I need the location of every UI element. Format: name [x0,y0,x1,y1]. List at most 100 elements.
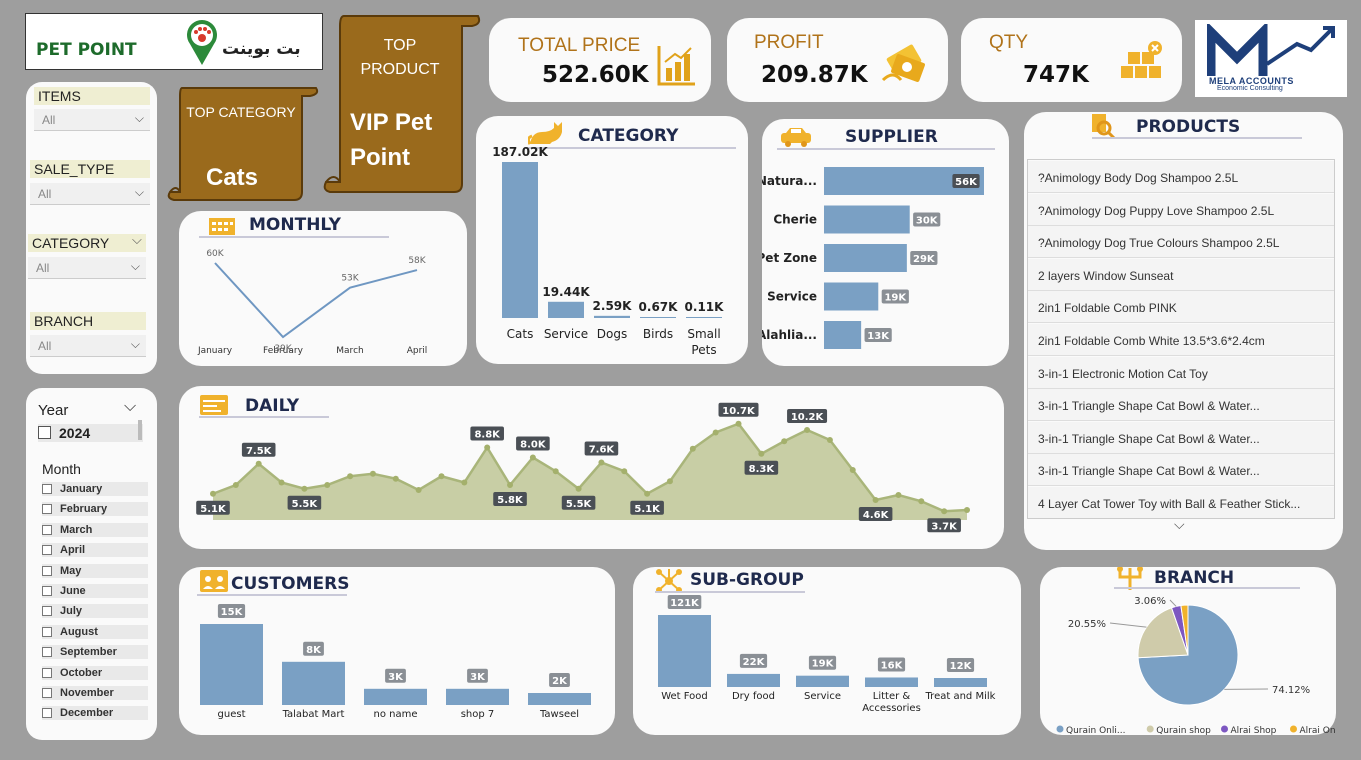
checkbox[interactable] [42,524,52,535]
month-option-label: September [60,646,117,659]
month-option[interactable]: July [42,604,148,619]
product-list-item[interactable]: 2in1 Foldable Comb PINK [1028,291,1334,324]
sale-type-slicer-label: SALE_TYPE [30,160,150,178]
month-option[interactable]: August [42,624,148,639]
product-list-item[interactable]: ?Animology Body Dog Shampoo 2.5L [1028,161,1334,193]
data-label: 39K [274,344,292,354]
checkbox[interactable] [42,667,52,678]
month-option[interactable]: March [42,522,148,537]
branch-dropdown[interactable]: All ⌵ [30,335,146,357]
bar [282,661,345,705]
checkbox[interactable] [42,565,52,576]
checkbox[interactable] [42,504,52,515]
data-label: 19K [884,293,907,304]
year-label: Year [38,402,69,419]
month-option[interactable]: May [42,563,148,578]
category-slicer-label: CATEGORY [28,234,146,252]
checkbox[interactable] [42,708,52,719]
month-option[interactable]: June [42,584,148,598]
month-option[interactable]: February [42,502,148,517]
sale-type-dropdown[interactable]: All ⌵ [30,183,150,205]
bar [364,688,427,705]
month-option[interactable]: December [42,706,148,721]
month-option[interactable]: April [42,543,148,558]
checkbox[interactable] [42,688,52,698]
checkbox[interactable] [38,426,51,439]
month-option[interactable]: September [42,645,148,660]
title-underline [655,591,805,593]
items-dropdown[interactable]: All ⌵ [34,109,150,131]
data-point [918,498,925,505]
bar [824,321,862,349]
data-point [941,508,948,515]
x-tick-label: Litter & [873,691,911,702]
data-point [461,479,468,486]
month-option[interactable]: January [42,482,148,496]
product-list-item[interactable]: 2in1 Foldable Comb White 13.5*3.6*2.4cm [1028,324,1334,356]
product-list-item[interactable]: 2 layers Window Sunseat [1028,258,1334,291]
data-point [826,437,833,443]
checkbox[interactable] [42,647,52,658]
category-dropdown[interactable]: All ⌵ [28,257,146,279]
x-tick-label: Pets [691,343,716,357]
data-point [210,490,216,497]
y-tick-label: Service [767,290,817,304]
top-product-card: TOP PRODUCT VIP Pet Point [322,12,482,197]
data-label: 8K [306,645,322,656]
title-underline [199,416,329,418]
bar [686,317,722,318]
product-list-item[interactable]: 3-in-1 Triangle Shape Cat Bowl & Water..… [1028,454,1334,487]
scrollbar[interactable] [138,420,142,440]
data-label: 19K [812,659,835,670]
checkbox[interactable] [42,586,52,596]
products-title: PRODUCTS [1136,117,1241,137]
daily-area [213,423,967,520]
data-label: 3.06% [1134,596,1166,607]
brand-logo: MELA ACCOUNTS Economic Consulting [1195,20,1347,97]
data-label-bg [667,595,702,609]
data-point [232,482,239,488]
chevron-down-icon[interactable]: ⌵ [124,398,137,415]
kpi-value: 747K [1023,62,1089,88]
month-option[interactable]: October [42,665,148,680]
monthly-card: MONTHLY 60K January 39K February 53K March 58K… [179,211,467,366]
kpi-label: QTY [989,32,1029,53]
legend-marker [1146,725,1154,733]
checkbox[interactable] [42,626,52,637]
brand-mark-icon [1207,24,1335,76]
data-label: 20.55% [1068,619,1106,630]
y-tick-label: Natura... [762,174,817,188]
supplier-bar-chart: Natura... 56K Cherie 30K Pet Zone 29K Service 1… [762,167,984,349]
data-point [507,482,514,488]
data-point [598,459,605,466]
scroll-shape [323,15,481,193]
kpi-value: 209.87K [761,62,868,88]
y-tick-label: Cherie [773,213,817,227]
product-list-item[interactable]: 3-in-1 Triangle Shape Cat Bowl & Water..… [1028,389,1334,422]
calendar-list-icon [200,395,228,415]
data-label: 7.6K [589,445,616,456]
product-list-item[interactable]: ?Animology Dog True Colours Shampoo 2.5L [1028,226,1334,259]
checkbox[interactable] [42,484,52,494]
month-option-label: February [60,503,108,516]
legend-marker [1290,725,1297,733]
product-list-item[interactable]: 3-in-1 Triangle Shape Cat Bowl & Water..… [1028,421,1334,454]
subgroup-title: SUB-GROUP [690,570,804,590]
logo: PET POINT بت بوينت [25,13,323,70]
month-option[interactable]: November [42,686,148,700]
leader-line [1109,622,1147,628]
chevron-down-icon[interactable]: ⌵ [1174,516,1185,532]
checkbox[interactable] [42,606,52,617]
year-option[interactable]: 2024 [38,424,143,442]
product-list-item[interactable]: 3-in-1 Electronic Motion Cat Toy [1028,356,1334,389]
product-list-item[interactable]: 4 Layer Cat Tower Toy with Ball & Feathe… [1028,487,1334,519]
kpi-value: 522.60K [542,62,649,88]
data-label-bg [493,492,527,506]
data-label-bg [470,426,504,441]
title-underline [1092,137,1302,139]
customers-bar-chart: 15K guest 8K Talabat Mart 3K no name 3K shop 7 2… [200,604,591,720]
product-list-item[interactable]: ?Animology Dog Puppy Love Shampoo 2.5L [1028,193,1334,226]
x-tick-label: Dry food [732,691,775,702]
data-label: 3.7K [931,521,958,532]
checkbox[interactable] [42,545,52,556]
